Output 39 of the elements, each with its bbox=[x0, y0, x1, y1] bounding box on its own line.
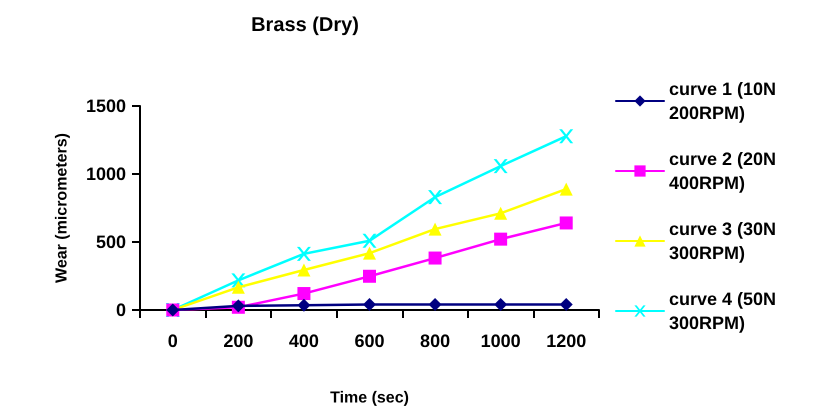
x-tick-label: 200 bbox=[223, 331, 254, 351]
point bbox=[494, 159, 508, 174]
point bbox=[494, 232, 508, 246]
point bbox=[297, 264, 310, 277]
point bbox=[363, 270, 376, 283]
y-tick-label: 0 bbox=[116, 300, 126, 320]
x-tick-label: 1000 bbox=[480, 331, 521, 351]
point bbox=[560, 182, 573, 196]
point bbox=[494, 298, 508, 312]
point bbox=[560, 216, 573, 230]
x-tick-label: 800 bbox=[420, 331, 450, 351]
x-tick-label: 400 bbox=[288, 331, 319, 351]
point bbox=[363, 298, 376, 312]
legend-label: curve 1 (10N 200RPM) bbox=[669, 79, 782, 123]
legend-label: curve 3 (30N 300RPM) bbox=[669, 219, 782, 263]
point bbox=[296, 246, 311, 261]
point bbox=[428, 222, 442, 236]
y-axis-title: Wear (micrometers) bbox=[54, 133, 70, 283]
legend-label: curve 2 (20N 400RPM) bbox=[669, 149, 782, 193]
y-tick-label: 1500 bbox=[86, 96, 126, 116]
point bbox=[494, 206, 508, 220]
x-axis-title: Time (sec) bbox=[330, 390, 409, 406]
x-tick-label: 0 bbox=[168, 331, 178, 351]
point bbox=[428, 190, 442, 204]
y-tick-label: 1000 bbox=[86, 164, 126, 184]
point bbox=[559, 129, 574, 144]
point bbox=[362, 234, 376, 248]
point bbox=[428, 298, 442, 312]
point bbox=[232, 280, 245, 294]
x-tick-label: 600 bbox=[354, 331, 385, 351]
x-tick-label: 1200 bbox=[546, 331, 586, 351]
legend-label: curve 4 (50N 300RPM) bbox=[669, 289, 782, 333]
point bbox=[297, 287, 310, 300]
point bbox=[428, 252, 442, 265]
chart-title: Brass (Dry) bbox=[251, 14, 359, 36]
y-tick-label: 500 bbox=[96, 232, 126, 252]
point bbox=[297, 298, 310, 312]
point bbox=[560, 298, 573, 312]
point bbox=[363, 246, 376, 260]
